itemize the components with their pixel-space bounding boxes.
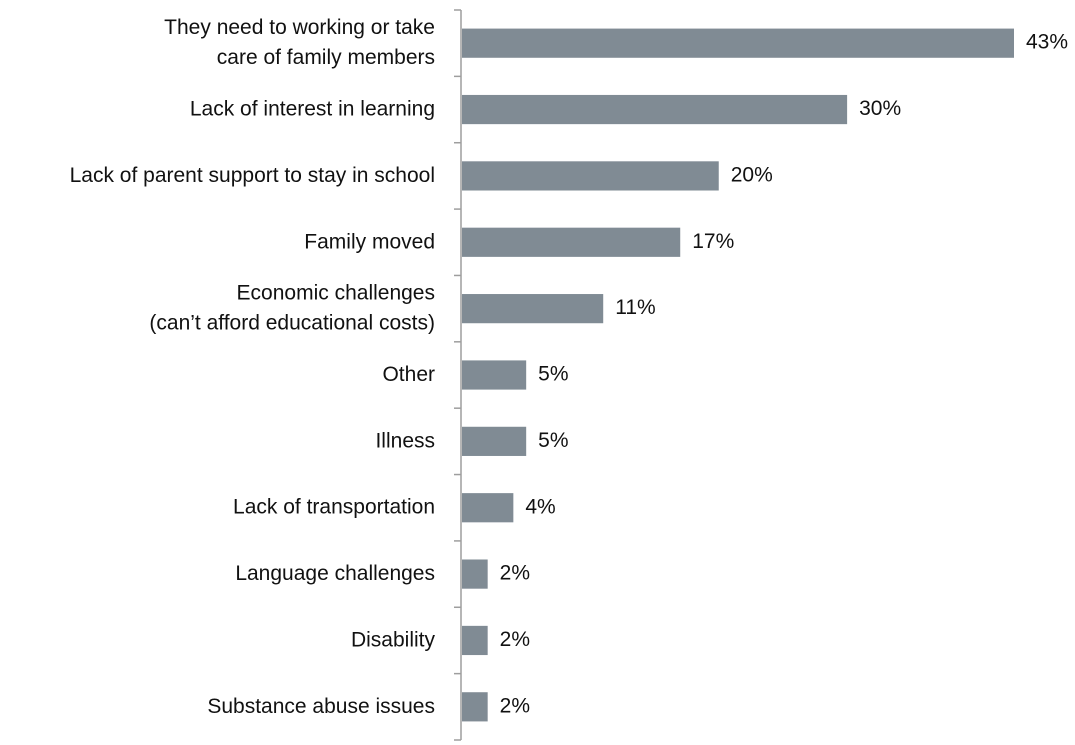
bar — [462, 360, 527, 390]
category-label-line: They need to working or take — [164, 16, 435, 39]
value-label: 20% — [731, 163, 773, 186]
value-label: 5% — [538, 363, 568, 386]
category-label-line: Lack of parent support to stay in school — [70, 163, 435, 186]
bar — [462, 625, 488, 656]
category-label: They need to working or take care of fami… — [164, 16, 435, 69]
value-label: 43% — [1026, 31, 1068, 54]
category-label-line: Language challenges — [235, 562, 435, 585]
bar — [462, 493, 514, 523]
category-label-line: Illness — [375, 429, 435, 452]
category-axis — [454, 9, 462, 741]
value-label: 17% — [692, 230, 734, 253]
category-label-line: (can’t afford educational costs) — [149, 311, 435, 334]
category-label-line: Lack of interest in learning — [190, 97, 435, 120]
bar — [462, 161, 719, 191]
category-label: Other — [382, 363, 435, 386]
category-label: Lack of interest in learning — [190, 97, 435, 120]
category-label: Disability — [351, 628, 436, 651]
value-label: 2% — [500, 628, 530, 651]
bar — [462, 294, 604, 324]
category-label-line: care of family members — [217, 46, 435, 69]
value-labels: 43% 30% 20% 17% 11% 5% 5% 4% 2% 2% 2% — [500, 31, 1068, 718]
category-label-line: Other — [382, 363, 435, 386]
category-label: Substance abuse issues — [207, 694, 435, 717]
value-label: 11% — [615, 296, 655, 319]
category-label-line: Family moved — [304, 230, 435, 253]
category-label: Family moved — [304, 230, 435, 253]
category-label-line: Lack of transportation — [233, 495, 435, 518]
bar — [462, 227, 681, 257]
category-label-line: Economic challenges — [237, 281, 435, 304]
value-label: 2% — [500, 694, 530, 717]
value-label: 30% — [859, 97, 901, 120]
category-label-line: Substance abuse issues — [207, 694, 435, 717]
value-label: 4% — [525, 495, 555, 518]
category-label: Economic challenges (can’t afford educati… — [149, 281, 435, 334]
value-label: 5% — [538, 429, 568, 452]
value-label: 2% — [500, 562, 530, 585]
bar — [462, 426, 527, 456]
category-label: Language challenges — [235, 562, 435, 585]
bar — [462, 28, 1014, 58]
bar — [462, 559, 488, 589]
bars — [462, 28, 1014, 722]
category-label-line: Disability — [351, 628, 436, 651]
category-labels: They need to working or take care of fami… — [70, 16, 436, 718]
category-label: Lack of parent support to stay in school — [70, 163, 435, 186]
category-label: Illness — [375, 429, 435, 452]
bar — [462, 94, 848, 125]
category-label: Lack of transportation — [233, 495, 435, 518]
bar — [462, 692, 488, 722]
